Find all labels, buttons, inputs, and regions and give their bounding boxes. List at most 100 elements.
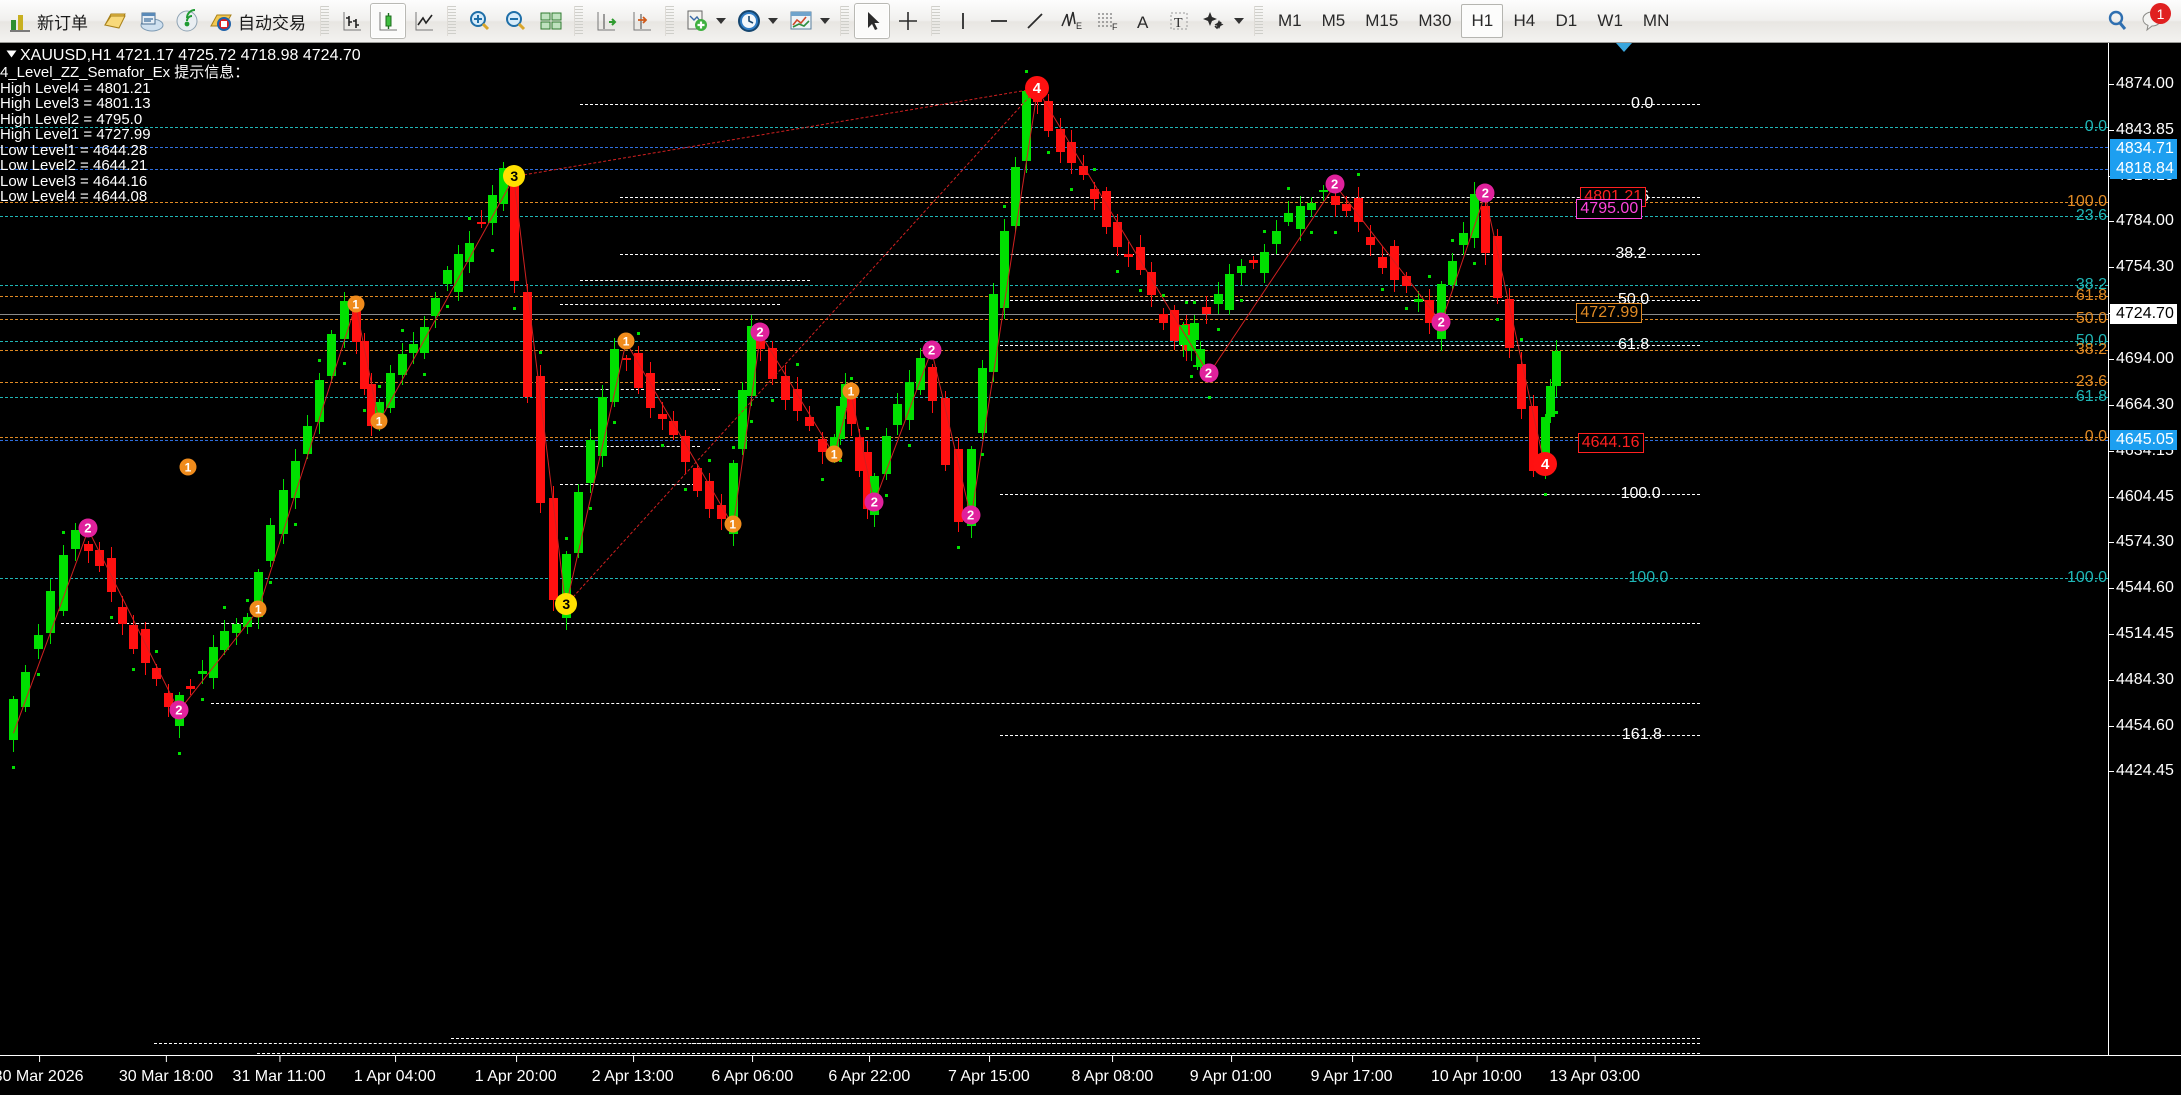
sar-dot bbox=[1190, 375, 1194, 379]
sar-dot bbox=[1002, 205, 1006, 209]
semafor-marker-level1: 1 bbox=[249, 600, 267, 618]
candle-body bbox=[737, 389, 747, 450]
templates-button[interactable] bbox=[783, 3, 835, 39]
timeframe-m30[interactable]: M30 bbox=[1418, 11, 1452, 30]
sar-dot bbox=[589, 506, 593, 510]
price-scale[interactable]: 4874.004843.854814.154784.004754.304724.… bbox=[2108, 43, 2181, 1055]
timeframe-m15[interactable]: M15 bbox=[1365, 11, 1399, 30]
price-tick: 4514.45 bbox=[2109, 625, 2174, 643]
expert-advisor-button[interactable] bbox=[97, 3, 133, 39]
candle-body bbox=[1437, 283, 1447, 339]
candle-body bbox=[1272, 231, 1282, 244]
signals-button[interactable] bbox=[169, 3, 205, 39]
chevron-down-icon[interactable] bbox=[1234, 18, 1244, 24]
candle-body bbox=[1260, 252, 1270, 273]
time-tick: 1 Apr 20:00 bbox=[474, 1055, 557, 1085]
candle-body bbox=[1010, 167, 1020, 227]
timeframe-mn[interactable]: MN bbox=[1642, 11, 1670, 30]
chevron-down-icon[interactable] bbox=[820, 18, 830, 24]
semafor-marker-level1: 1 bbox=[370, 412, 388, 430]
indicators-button[interactable] bbox=[679, 3, 731, 39]
period-button[interactable] bbox=[731, 3, 783, 39]
semafor-marker-level1: 1 bbox=[617, 332, 635, 350]
candlestick-chart-button[interactable] bbox=[370, 3, 406, 39]
chevron-down-icon[interactable] bbox=[768, 18, 778, 24]
level-line bbox=[61, 623, 1700, 624]
chart-corner-triangle-icon bbox=[6, 50, 17, 58]
level-line bbox=[0, 296, 2108, 297]
trendline-icon bbox=[1022, 8, 1048, 34]
chart-shift-button[interactable] bbox=[624, 3, 660, 39]
objects-list-button[interactable] bbox=[1197, 3, 1249, 39]
candle-body bbox=[1147, 271, 1157, 296]
candle-body bbox=[716, 505, 726, 520]
semafor-marker-level3: 3 bbox=[503, 165, 526, 187]
auto-trading-button[interactable]: 自动交易 bbox=[205, 3, 315, 39]
candle-body bbox=[420, 326, 430, 354]
semafor-marker-level2: 2 bbox=[1431, 312, 1451, 332]
auto-scroll-button[interactable] bbox=[588, 3, 624, 39]
mql5-community-button[interactable] bbox=[133, 3, 169, 39]
level-line bbox=[1000, 735, 1700, 736]
sar-dot bbox=[1263, 229, 1267, 233]
candle-body bbox=[302, 425, 312, 454]
bar-chart-button[interactable] bbox=[334, 3, 370, 39]
crosshair-tool-button[interactable] bbox=[890, 3, 926, 39]
candle-body bbox=[1366, 237, 1376, 246]
horizontal-line-button[interactable] bbox=[981, 3, 1017, 39]
candle-body bbox=[21, 672, 31, 707]
level-line bbox=[620, 254, 1700, 255]
candle-body bbox=[562, 553, 572, 619]
indicator-level-line: Low Level4 = 4644.08 bbox=[0, 188, 148, 205]
sar-dot bbox=[1451, 239, 1455, 243]
timeframe-d1[interactable]: D1 bbox=[1555, 11, 1578, 30]
time-scale[interactable]: 30 Mar 2026 30 Mar 18:00 31 Mar 11:00 1 Apr… bbox=[0, 1055, 2181, 1095]
text-label-button[interactable]: T bbox=[1161, 3, 1197, 39]
toolbar-separator bbox=[931, 6, 940, 36]
sar-dot bbox=[400, 329, 404, 333]
price-tick: 4664.30 bbox=[2109, 396, 2174, 414]
semafor-marker-level2: 2 bbox=[922, 340, 942, 360]
time-tick: 1 Apr 04:00 bbox=[353, 1055, 436, 1085]
level-line bbox=[0, 319, 2108, 320]
candle-body bbox=[1505, 298, 1515, 348]
elliott-wave-button[interactable]: E bbox=[1053, 3, 1089, 39]
tile-windows-button[interactable] bbox=[533, 3, 569, 39]
timeframe-w1[interactable]: W1 bbox=[1597, 11, 1623, 30]
candle-body bbox=[83, 543, 93, 552]
sar-dot bbox=[1554, 410, 1558, 414]
vertical-line-button[interactable] bbox=[945, 3, 981, 39]
chevron-down-icon[interactable] bbox=[716, 18, 726, 24]
sar-dot bbox=[1216, 328, 1220, 332]
price-label-box: 4727.99 bbox=[1576, 303, 1643, 323]
zoom-in-button[interactable] bbox=[461, 3, 497, 39]
sar-dot bbox=[155, 650, 159, 654]
signal-wave-icon bbox=[174, 8, 200, 34]
line-chart-button[interactable] bbox=[406, 3, 442, 39]
price-tick: 4454.60 bbox=[2109, 717, 2174, 735]
timeframe-m5[interactable]: M5 bbox=[1321, 11, 1346, 30]
sar-dot bbox=[771, 398, 775, 402]
timeframe-h4[interactable]: H4 bbox=[1513, 11, 1536, 30]
zoom-out-button[interactable] bbox=[497, 3, 533, 39]
timeframe-m1[interactable]: M1 bbox=[1278, 11, 1302, 30]
search-button[interactable] bbox=[2099, 3, 2135, 39]
sar-dot bbox=[132, 668, 136, 672]
text-tool-button[interactable]: A bbox=[1125, 3, 1161, 39]
sar-dot bbox=[1047, 150, 1051, 154]
cursor-tool-button[interactable] bbox=[854, 3, 890, 39]
zigzag-segment bbox=[1484, 193, 1546, 465]
trendline-button[interactable] bbox=[1017, 3, 1053, 39]
fibonacci-button[interactable]: F bbox=[1089, 3, 1125, 39]
notifications-button[interactable]: 1 bbox=[2135, 3, 2171, 39]
candle-body bbox=[46, 590, 56, 634]
new-order-button[interactable]: 新订单 bbox=[4, 3, 97, 39]
timeframe-h1[interactable]: H1 bbox=[1461, 4, 1504, 38]
candle-body bbox=[140, 628, 150, 664]
fibonacci-icon: F bbox=[1094, 8, 1120, 34]
zigzag-segment bbox=[970, 88, 1038, 516]
candle-body bbox=[793, 388, 803, 411]
semafor-marker-level1: 1 bbox=[842, 382, 860, 400]
